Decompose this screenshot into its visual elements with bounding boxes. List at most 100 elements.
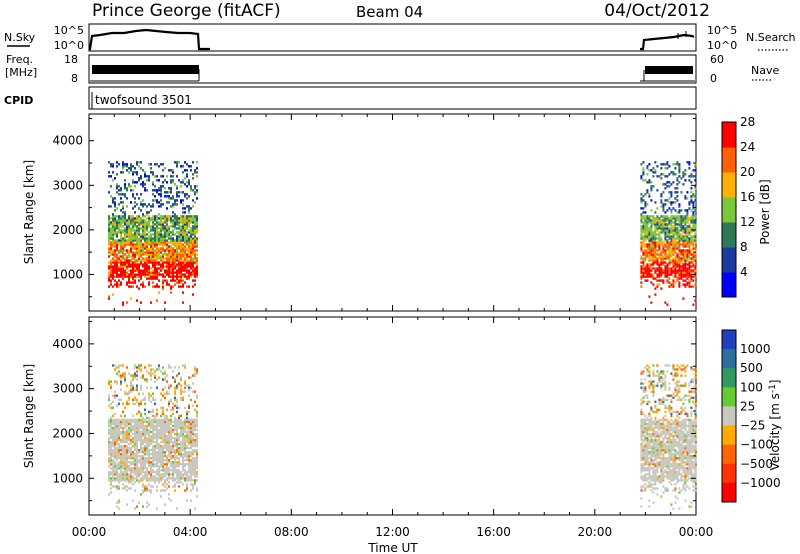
range-gate-cell [668, 243, 671, 246]
range-gate-cell [134, 366, 136, 369]
range-gate-cell [176, 374, 178, 377]
range-gate-cell [114, 364, 116, 367]
range-gate-cell [124, 444, 126, 448]
range-gate-cell [114, 434, 116, 438]
range-gate-cell [686, 259, 689, 262]
range-gate-cell [150, 418, 152, 422]
range-gate-cell [194, 408, 196, 411]
range-gate-cell [120, 388, 122, 391]
range-gate-cell [156, 249, 158, 252]
range-gate-cell [194, 269, 196, 272]
range-gate-cell [656, 475, 659, 478]
range-gate-cell [126, 197, 128, 200]
range-gate-cell [190, 479, 192, 482]
range-gate-cell [672, 243, 675, 246]
range-gate-cell [186, 416, 188, 420]
range-gate-cell [172, 463, 174, 466]
range-gate-cell [664, 163, 667, 166]
range-gate-cell [186, 479, 188, 482]
range-gate-cell [194, 481, 196, 484]
range-gate-cell [196, 271, 198, 274]
range-gate-cell [676, 163, 679, 166]
range-gate-cell [154, 398, 156, 401]
range-gate-cell [150, 410, 152, 414]
range-gate-cell [126, 449, 128, 452]
range-gate-cell [174, 279, 176, 282]
range-gate-cell [138, 422, 140, 426]
range-gate-cell [196, 428, 198, 432]
range-gate-cell [188, 195, 190, 198]
range-gate-cell [172, 477, 174, 480]
range-gate-cell [182, 233, 184, 236]
range-gate-cell [664, 386, 667, 389]
range-gate-cell [146, 457, 148, 460]
range-gate-cell [152, 181, 154, 184]
range-gate-cell [672, 221, 675, 224]
range-gate-cell [658, 263, 661, 266]
range-gate-cell [656, 243, 659, 246]
range-gate-cell [174, 418, 176, 422]
range-gate-cell [662, 455, 665, 458]
range-gate-cell [692, 193, 695, 196]
range-gate-cell [128, 217, 130, 220]
range-gate-cell [146, 471, 148, 474]
range-gate-cell [156, 434, 158, 438]
range-gate-cell [152, 396, 154, 399]
range-gate-cell [692, 201, 695, 204]
noise-left-tick-top: 10^5 [54, 24, 84, 37]
range-gate-cell [184, 426, 186, 430]
range-gate-cell [132, 432, 134, 436]
range-gate-cell [154, 215, 156, 218]
range-gate-cell [128, 243, 130, 246]
range-gate-cell [654, 231, 657, 234]
range-gate-cell [136, 203, 138, 206]
range-gate-cell [124, 235, 126, 238]
range-gate-cell [152, 440, 154, 444]
range-gate-cell [112, 485, 114, 488]
range-gate-cell [166, 414, 168, 418]
range-gate-cell [666, 265, 669, 268]
range-gate-cell [662, 384, 665, 387]
range-gate-cell [142, 475, 144, 478]
range-gate-cell [108, 231, 110, 234]
range-gate-cell [186, 271, 188, 274]
range-gate-cell [664, 301, 667, 304]
range-gate-cell [642, 475, 645, 478]
range-gate-cell [174, 243, 176, 246]
range-gate-cell [648, 275, 651, 278]
range-gate-cell [168, 426, 170, 430]
range-gate-cell [150, 219, 152, 222]
range-gate-cell [118, 193, 120, 196]
range-gate-cell [160, 406, 162, 409]
range-gate-cell [130, 239, 132, 242]
colorbar-cell [722, 172, 736, 198]
range-gate-cell [192, 231, 194, 234]
range-gate-cell [140, 463, 142, 466]
range-gate-cell [184, 477, 186, 480]
range-gate-cell [154, 380, 156, 383]
range-gate-cell [154, 376, 156, 379]
range-gate-cell [642, 434, 645, 438]
range-gate-cell [162, 465, 164, 468]
range-gate-cell [132, 277, 134, 280]
range-gate-cell [640, 455, 643, 458]
range-gate-cell [114, 473, 116, 476]
range-gate-cell [182, 247, 184, 250]
range-gate-cell [658, 275, 661, 278]
range-gate-cell [174, 457, 176, 460]
range-gate-cell [144, 183, 146, 186]
range-gate-cell [660, 446, 663, 450]
range-gate-cell [180, 221, 182, 224]
range-gate-cell [684, 195, 687, 198]
range-gate-cell [148, 430, 150, 434]
range-gate-cell [180, 426, 182, 430]
range-gate-cell [144, 378, 146, 381]
range-gate-cell [644, 245, 647, 248]
range-gate-cell [120, 197, 122, 200]
range-gate-cell [110, 436, 112, 440]
range-gate-cell [188, 438, 190, 442]
range-gate-cell [128, 446, 130, 450]
range-gate-cell [138, 267, 140, 270]
range-gate-cell [674, 424, 677, 428]
range-gate-cell [158, 193, 160, 196]
